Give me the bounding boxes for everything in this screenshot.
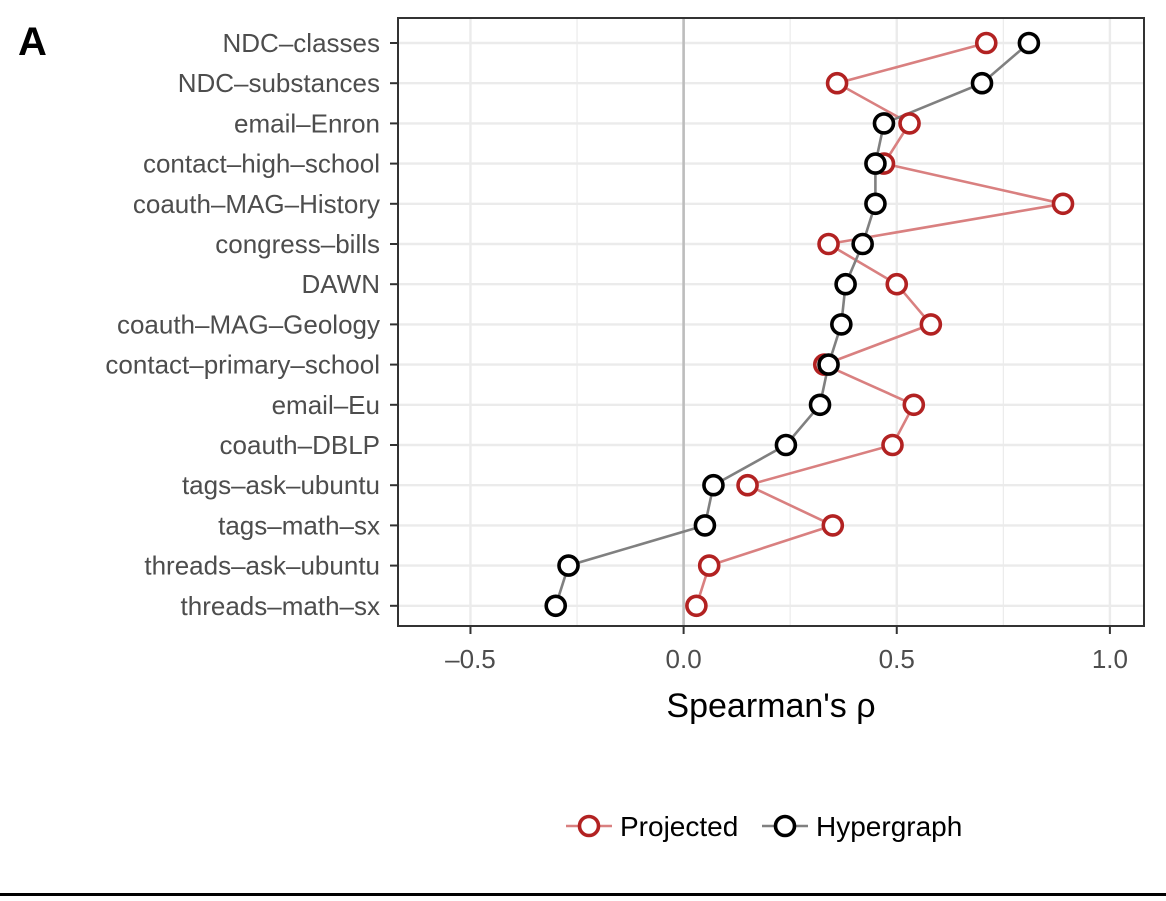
y-tick-label: coauth–DBLP — [220, 430, 380, 460]
legend-label-hypergraph: Hypergraph — [816, 811, 962, 842]
grid — [398, 18, 1144, 626]
y-tick-label: email–Enron — [234, 108, 380, 138]
projected-point — [881, 433, 904, 457]
projected-point — [825, 71, 849, 95]
y-tick-label: email–Eu — [272, 390, 380, 420]
y-tick-label: contact–high–school — [143, 149, 380, 179]
hypergraph-point — [1017, 31, 1041, 55]
projected-point — [1051, 192, 1075, 216]
y-tick-label: tags–ask–ubuntu — [182, 470, 380, 500]
projected-point — [919, 313, 943, 336]
axes: NDC–classes NDC–substances email–Enron cont… — [105, 17, 1145, 674]
y-tick-label: tags–math–sx — [218, 510, 380, 540]
y-tick-label: NDC–classes — [223, 28, 381, 58]
hypergraph-point — [872, 112, 896, 135]
y-tick-label: coauth–MAG–History — [133, 189, 380, 219]
hypergraph-point — [808, 393, 832, 417]
y-tick-label: coauth–MAG–Geology — [117, 309, 380, 339]
x-axis-title: Spearman's ρ — [666, 687, 875, 725]
hypergraph-point — [702, 473, 725, 497]
projected-point — [821, 514, 845, 537]
plot-border — [397, 17, 1145, 627]
projected-point — [736, 473, 759, 497]
y-tick-label: DAWN — [302, 269, 380, 299]
y-tick-label: NDC–substances — [178, 68, 380, 98]
plot-panel — [398, 18, 1144, 626]
legend-item-projected: Projected — [566, 811, 738, 842]
y-tick-label: threads–math–sx — [181, 591, 380, 621]
x-tick-label: 1.0 — [1092, 644, 1128, 674]
legend-key-marker-hypergraph — [773, 814, 797, 838]
y-tick-label: congress–bills — [215, 229, 380, 259]
hypergraph-point — [864, 192, 887, 216]
hypergraph-point — [557, 554, 580, 577]
hypergraph-point — [817, 353, 840, 376]
bottom-rule — [0, 893, 1166, 896]
legend-key-marker-projected — [577, 814, 601, 838]
projected-point — [697, 554, 721, 577]
hypergraph-point — [851, 232, 874, 256]
hypergraph-point — [544, 594, 568, 618]
hypergraph-point — [774, 433, 798, 457]
hypergraph-point — [864, 152, 887, 175]
projected-point — [885, 272, 909, 296]
x-tick-label: 0.0 — [666, 644, 702, 674]
hypergraph-point — [830, 313, 853, 336]
projected-point — [817, 232, 840, 256]
projected-point — [898, 112, 921, 135]
y-tick-label: contact–primary–school — [105, 350, 380, 380]
data-points — [544, 31, 1075, 618]
hypergraph-point — [834, 272, 857, 296]
x-tick-label: –0.5 — [445, 644, 496, 674]
legend: Projected Hypergraph — [566, 811, 962, 842]
panel-label: A — [18, 20, 47, 64]
x-tick-label: 0.5 — [879, 644, 915, 674]
legend-item-hypergraph: Hypergraph — [762, 811, 962, 842]
y-tick-label: threads–ask–ubuntu — [144, 551, 380, 581]
projected-point — [902, 393, 926, 417]
projected-point — [974, 31, 998, 55]
projected-point — [685, 594, 708, 618]
hypergraph-point — [970, 71, 994, 95]
hypergraph-point — [693, 514, 717, 537]
legend-label-projected: Projected — [620, 811, 738, 842]
